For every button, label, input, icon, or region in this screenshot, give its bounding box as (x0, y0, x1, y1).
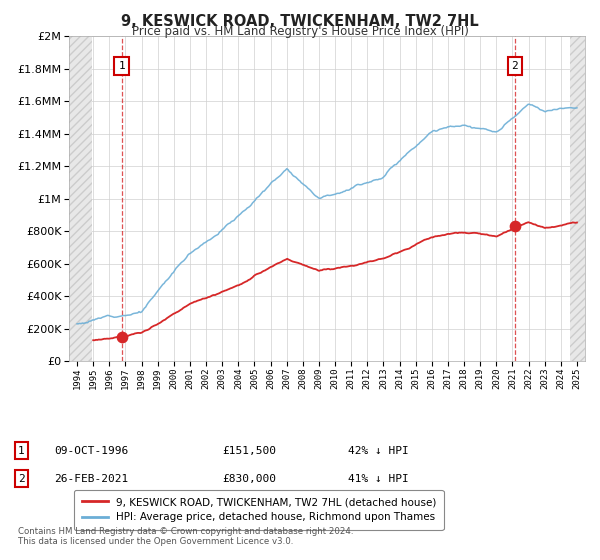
Text: 09-OCT-1996: 09-OCT-1996 (54, 446, 128, 456)
Text: 26-FEB-2021: 26-FEB-2021 (54, 474, 128, 484)
Text: 41% ↓ HPI: 41% ↓ HPI (348, 474, 409, 484)
Point (510, 222, 520, 231)
Text: £830,000: £830,000 (222, 474, 276, 484)
Text: 1: 1 (118, 60, 125, 71)
Text: 42% ↓ HPI: 42% ↓ HPI (348, 446, 409, 456)
Bar (69, 36, 92, 361)
Text: £151,500: £151,500 (222, 446, 276, 456)
Text: 9, KESWICK ROAD, TWICKENHAM, TW2 7HL: 9, KESWICK ROAD, TWICKENHAM, TW2 7HL (121, 14, 479, 29)
Text: Price paid vs. HM Land Registry's House Price Index (HPI): Price paid vs. HM Land Registry's House … (131, 25, 469, 38)
Legend: 9, KESWICK ROAD, TWICKENHAM, TW2 7HL (detached house), HPI: Average price, detac: 9, KESWICK ROAD, TWICKENHAM, TW2 7HL (de… (74, 490, 443, 530)
Text: 1: 1 (18, 446, 25, 456)
Text: Contains HM Land Registry data © Crown copyright and database right 2024.
This d: Contains HM Land Registry data © Crown c… (18, 526, 353, 546)
Point (117, 332, 127, 341)
Text: 2: 2 (511, 60, 518, 71)
Bar (571, 36, 585, 361)
Text: 2: 2 (18, 474, 25, 484)
